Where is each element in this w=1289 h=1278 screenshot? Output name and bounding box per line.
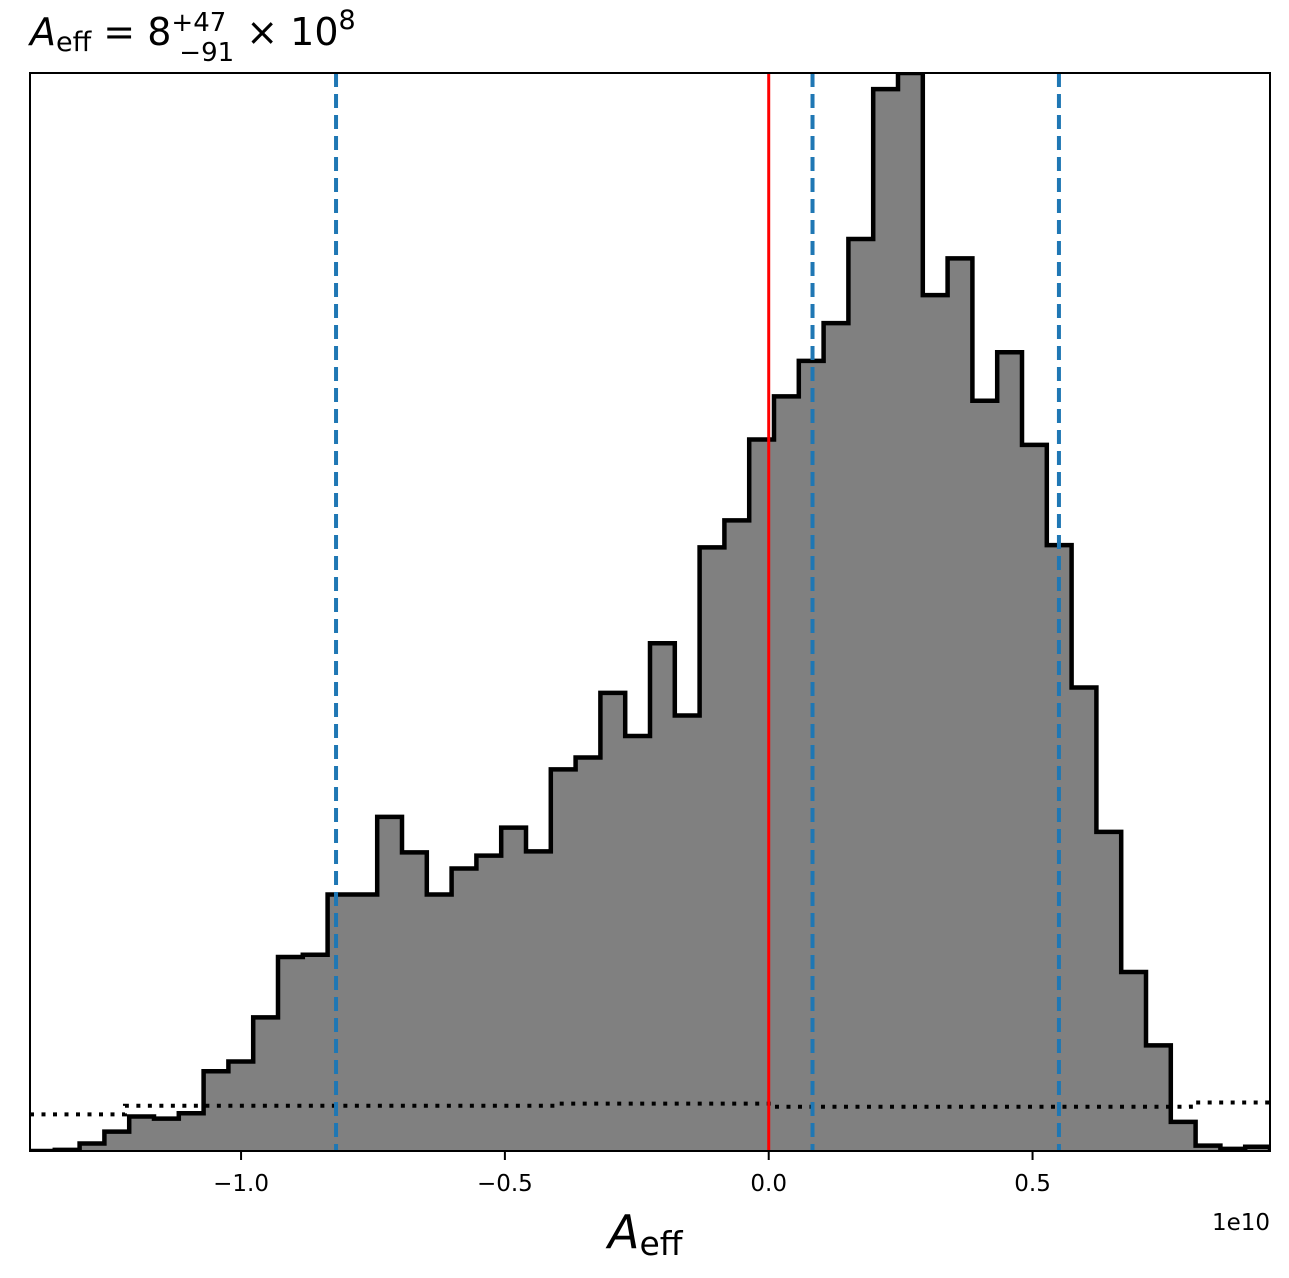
chart-title: Aeff = 8+47 −91 × 108 [27, 5, 356, 68]
histogram-bar [451, 868, 477, 1151]
histogram-bar [104, 1131, 130, 1151]
title-exponent: 8 [339, 5, 356, 36]
plot-area [30, 73, 1270, 1151]
xlabel-subscript: eff [639, 1224, 683, 1263]
histogram-bar [377, 816, 403, 1151]
x-axis-ticks: −1.0 −0.5 0.0 0.5 [213, 1151, 1051, 1197]
title-symbol: A [27, 10, 56, 54]
xlabel-symbol: A [605, 1205, 639, 1259]
title-equals-value: = 8 [91, 10, 171, 54]
histogram-bar [575, 757, 601, 1151]
histogram-bar [79, 1143, 105, 1151]
histogram-bar [625, 735, 651, 1151]
histogram-bar [947, 258, 973, 1151]
histogram-bar [650, 643, 676, 1151]
title-lowerscript: −91 [179, 38, 234, 68]
histogram-bar [724, 520, 750, 1151]
histogram-bar [699, 547, 725, 1151]
histogram-bar [426, 894, 453, 1151]
histogram-bar [898, 73, 924, 1151]
title-superscript: +47 [171, 8, 226, 38]
histogram-bar [848, 239, 874, 1151]
x-tick-label: −1.0 [213, 1171, 269, 1197]
histogram-bar [922, 295, 949, 1151]
histogram-bar [501, 827, 527, 1151]
histogram-bar [972, 400, 998, 1151]
histogram-bar [1121, 972, 1147, 1151]
axes-frame [29, 72, 1271, 1152]
histogram-bar [600, 692, 626, 1151]
histogram-bar [402, 852, 428, 1151]
histogram-bar [129, 1116, 155, 1151]
histogram-outline [30, 73, 1270, 1151]
histogram-bar [1096, 831, 1122, 1151]
x-tick-label: 0.5 [1014, 1171, 1051, 1197]
histogram-bar [774, 396, 800, 1151]
histogram-bar [476, 855, 502, 1151]
histogram-bar [1170, 1121, 1197, 1151]
histogram-bar [253, 1017, 279, 1151]
histogram-bar [749, 439, 775, 1151]
title-subscript: eff [56, 27, 93, 58]
histogram-bar [997, 352, 1023, 1151]
histogram-bar [873, 89, 899, 1151]
histogram-bar [302, 954, 329, 1151]
histogram-bar [154, 1118, 180, 1151]
histogram-bar [550, 769, 577, 1151]
histogram-bar [352, 894, 378, 1151]
histogram-bar [178, 1113, 205, 1151]
histogram-bar [674, 715, 701, 1151]
x-tick-label: 0.0 [750, 1171, 787, 1197]
histogram-bar [278, 956, 304, 1151]
histogram-bar [823, 323, 849, 1151]
histogram-bar [327, 894, 353, 1151]
x-tick-label: −0.5 [477, 1171, 533, 1197]
histogram-bar [526, 851, 552, 1151]
x-axis-label: Aeff [605, 1205, 684, 1263]
histogram-bar [203, 1071, 229, 1151]
histogram-bar [1195, 1145, 1221, 1151]
x-axis-offset-text: 1e10 [1212, 1210, 1270, 1236]
histogram-bar [1071, 687, 1097, 1151]
histogram-bar [1146, 1045, 1172, 1151]
histogram-bar [1022, 444, 1048, 1151]
title-times: × 10 [234, 10, 338, 54]
